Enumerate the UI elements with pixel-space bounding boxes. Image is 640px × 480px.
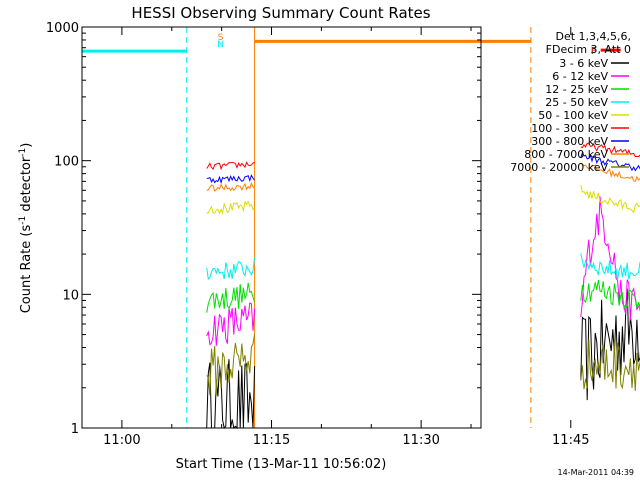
y-tick-label-2: 100 (54, 155, 79, 170)
y-axis-label: Count Rate (s-1 detector-1) (18, 143, 34, 314)
x-tick-label-0: 11:00 (103, 433, 140, 448)
marker-s: S (218, 33, 224, 43)
series-0-seg2 (580, 288, 640, 401)
y-axis-label-main: Count Rate (s (19, 225, 34, 314)
marker-n: N (217, 40, 224, 50)
series-4-seg2 (580, 185, 640, 214)
legend-header-0: Det 1,3,4,5,6, (555, 30, 631, 43)
y-axis-label-end: ) (19, 143, 34, 148)
y-tick-label-0: 1 (71, 422, 79, 437)
x-tick-label-1: 11:15 (253, 433, 290, 448)
legend-label-4: 50 - 100 keV (538, 109, 608, 122)
series-2-seg1 (206, 282, 256, 313)
axes: 11:0011:1511:3011:4512:0012:1512:3011010… (46, 21, 590, 448)
plot-frame (81, 26, 482, 429)
x-tick-label-2: 11:30 (402, 433, 439, 448)
legend-header-1: FDecim 3, Att 0 (546, 43, 631, 56)
series-6-seg1 (206, 174, 256, 185)
y-axis-label-sup1: -1 (18, 216, 28, 225)
series-3-seg1 (206, 257, 256, 281)
series-1-seg1 (206, 302, 256, 346)
y-tick-label-3: 1000 (46, 21, 79, 36)
legend-label-1: 6 - 12 keV (552, 70, 608, 83)
legend-label-7: 800 - 7000 keV (524, 148, 608, 161)
x-axis-label: Start Time (13-Mar-11 10:56:02) (176, 457, 387, 472)
y-axis-label-sup2: -1 (18, 148, 28, 157)
series-5-seg1 (206, 161, 255, 171)
series-6-seg2 (580, 151, 640, 172)
series-2-seg2 (580, 280, 640, 312)
series-8-seg2 (580, 339, 640, 392)
legend-label-3: 25 - 50 keV (545, 96, 608, 109)
series-1-seg2 (580, 196, 640, 321)
legend: Det 1,3,4,5,6,FDecim 3, Att 03 - 6 keV6 … (510, 30, 631, 174)
series-5-seg2 (580, 142, 640, 157)
legend-label-0: 3 - 6 keV (559, 57, 608, 70)
y-axis-label-mid: detector (19, 156, 34, 216)
series-3-seg2 (580, 253, 640, 280)
plot-area: SN F (82, 27, 640, 430)
legend-label-2: 12 - 25 keV (545, 83, 608, 96)
flare-label: F (591, 46, 597, 57)
timestamp: 14-Mar-2011 04:39 (558, 468, 635, 477)
x-tick-label-3: 11:45 (552, 433, 589, 448)
series-7-seg2 (580, 163, 640, 182)
legend-label-8: 7000 - 20000 keV (510, 161, 608, 174)
y-tick-label-1: 10 (62, 288, 79, 303)
series-8-seg1 (206, 333, 256, 396)
chart-title: HESSI Observing Summary Count Rates (131, 4, 430, 22)
series-7-seg1 (206, 182, 255, 192)
legend-label-6: 300 - 800 keV (531, 135, 608, 148)
series-4-seg1 (206, 200, 255, 215)
legend-label-5: 100 - 300 keV (531, 122, 608, 135)
